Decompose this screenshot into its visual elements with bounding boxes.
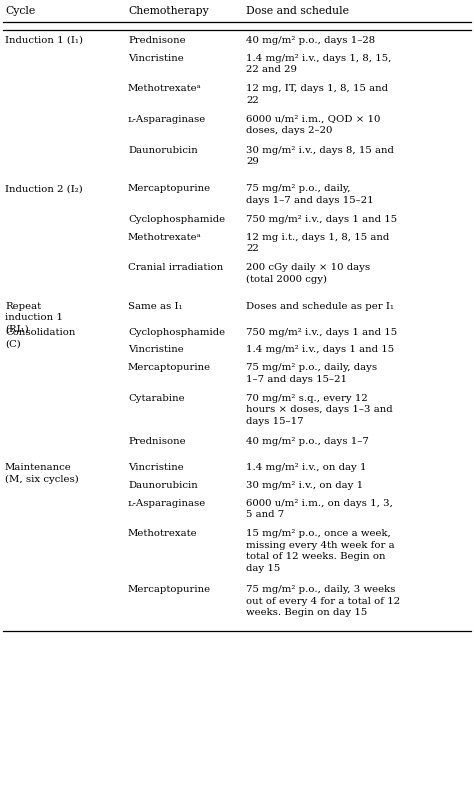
Text: Methotrexateᵃ: Methotrexateᵃ xyxy=(128,85,201,93)
Text: Chemotherapy: Chemotherapy xyxy=(128,6,209,16)
Text: 6000 u/m² i.m., QOD × 10
doses, days 2–20: 6000 u/m² i.m., QOD × 10 doses, days 2–2… xyxy=(246,115,380,135)
Text: Daunorubicin: Daunorubicin xyxy=(128,481,198,490)
Text: 40 mg/m² p.o., days 1–28: 40 mg/m² p.o., days 1–28 xyxy=(246,36,375,45)
Text: Prednisone: Prednisone xyxy=(128,437,186,447)
Text: Consolidation
(C): Consolidation (C) xyxy=(5,327,75,348)
Text: 75 mg/m² p.o., daily,
days 1–7 and days 15–21: 75 mg/m² p.o., daily, days 1–7 and days … xyxy=(246,185,374,205)
Text: 75 mg/m² p.o., daily, days
1–7 and days 15–21: 75 mg/m² p.o., daily, days 1–7 and days … xyxy=(246,364,377,384)
Text: ʟ-Asparaginase: ʟ-Asparaginase xyxy=(128,115,206,124)
Text: 15 mg/m² p.o., once a week,
missing every 4th week for a
total of 12 weeks. Begi: 15 mg/m² p.o., once a week, missing ever… xyxy=(246,530,395,572)
Text: Mercaptopurine: Mercaptopurine xyxy=(128,364,211,372)
Text: 70 mg/m² s.q., every 12
hours × doses, days 1–3 and
days 15–17: 70 mg/m² s.q., every 12 hours × doses, d… xyxy=(246,394,392,426)
Text: Induction 1 (I₁): Induction 1 (I₁) xyxy=(5,36,83,45)
Text: ʟ-Asparaginase: ʟ-Asparaginase xyxy=(128,499,206,508)
Text: 1.4 mg/m² i.v., days 1, 8, 15,
22 and 29: 1.4 mg/m² i.v., days 1, 8, 15, 22 and 29 xyxy=(246,54,392,74)
Text: Vincristine: Vincristine xyxy=(128,346,184,355)
Text: Maintenance
(M, six cycles): Maintenance (M, six cycles) xyxy=(5,463,79,484)
Text: 6000 u/m² i.m., on days 1, 3,
5 and 7: 6000 u/m² i.m., on days 1, 3, 5 and 7 xyxy=(246,499,393,519)
Text: 30 mg/m² i.v., days 8, 15 and
29: 30 mg/m² i.v., days 8, 15 and 29 xyxy=(246,146,394,166)
Text: Cyclophosphamide: Cyclophosphamide xyxy=(128,327,225,337)
Text: 12 mg, IT, days 1, 8, 15 and
22: 12 mg, IT, days 1, 8, 15 and 22 xyxy=(246,85,388,105)
Text: Induction 2 (I₂): Induction 2 (I₂) xyxy=(5,185,83,193)
Text: 30 mg/m² i.v., on day 1: 30 mg/m² i.v., on day 1 xyxy=(246,481,363,490)
Text: 200 cGy daily × 10 days
(total 2000 cgy): 200 cGy daily × 10 days (total 2000 cgy) xyxy=(246,264,370,284)
Text: 40 mg/m² p.o., days 1–7: 40 mg/m² p.o., days 1–7 xyxy=(246,437,369,447)
Text: 75 mg/m² p.o., daily, 3 weeks
out of every 4 for a total of 12
weeks. Begin on d: 75 mg/m² p.o., daily, 3 weeks out of eve… xyxy=(246,585,400,617)
Text: 1.4 mg/m² i.v., on day 1: 1.4 mg/m² i.v., on day 1 xyxy=(246,463,366,472)
Text: Mercaptopurine: Mercaptopurine xyxy=(128,585,211,594)
Text: Same as I₁: Same as I₁ xyxy=(128,301,182,311)
Text: Mercaptopurine: Mercaptopurine xyxy=(128,185,211,193)
Text: Cyclophosphamide: Cyclophosphamide xyxy=(128,215,225,224)
Text: Methotrexate: Methotrexate xyxy=(128,530,198,538)
Text: Daunorubicin: Daunorubicin xyxy=(128,146,198,155)
Text: Dose and schedule: Dose and schedule xyxy=(246,6,349,16)
Text: 750 mg/m² i.v., days 1 and 15: 750 mg/m² i.v., days 1 and 15 xyxy=(246,327,397,337)
Text: 12 mg i.t., days 1, 8, 15 and
22: 12 mg i.t., days 1, 8, 15 and 22 xyxy=(246,233,389,253)
Text: Vincristine: Vincristine xyxy=(128,54,184,63)
Text: Vincristine: Vincristine xyxy=(128,463,184,472)
Text: Methotrexateᵃ: Methotrexateᵃ xyxy=(128,233,201,242)
Text: 750 mg/m² i.v., days 1 and 15: 750 mg/m² i.v., days 1 and 15 xyxy=(246,215,397,224)
Text: Repeat
induction 1
(RI₁): Repeat induction 1 (RI₁) xyxy=(5,301,63,334)
Text: Doses and schedule as per I₁: Doses and schedule as per I₁ xyxy=(246,301,394,311)
Text: Cranial irradiation: Cranial irradiation xyxy=(128,264,223,272)
Text: Prednisone: Prednisone xyxy=(128,36,186,45)
Text: 1.4 mg/m² i.v., days 1 and 15: 1.4 mg/m² i.v., days 1 and 15 xyxy=(246,346,394,355)
Text: Cycle: Cycle xyxy=(5,6,35,16)
Text: Cytarabine: Cytarabine xyxy=(128,394,185,403)
